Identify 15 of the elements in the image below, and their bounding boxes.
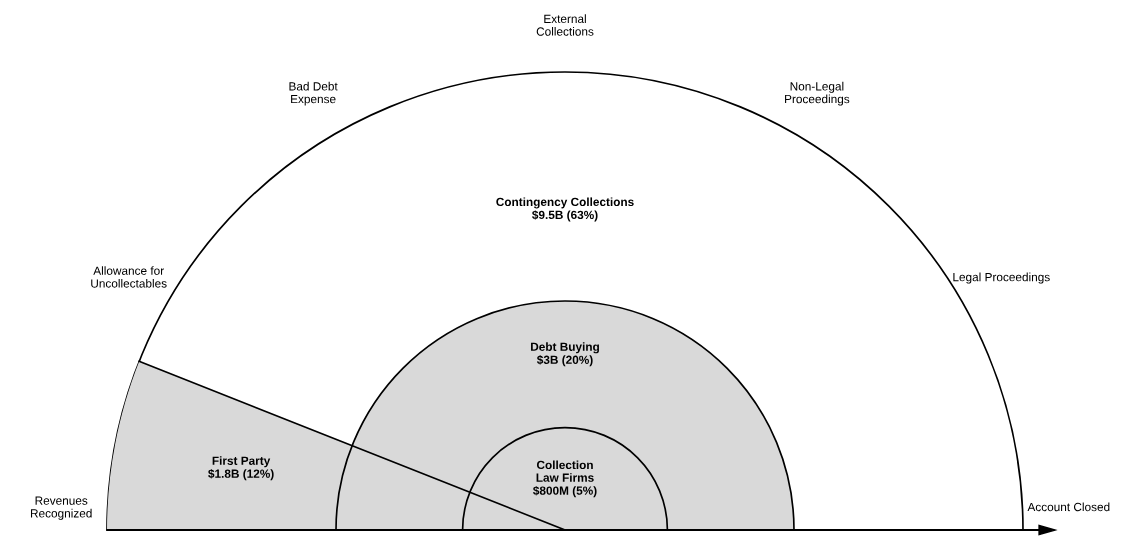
text: Account Closed (1027, 502, 1110, 512)
data-label: $800M (5%) (533, 485, 597, 498)
text: Revenues Recognized (31, 496, 92, 520)
category-label: Collection Law Firms (536, 460, 594, 482)
text: Non-Legal Proceedings (785, 81, 850, 106)
data-label: $3B (20%) (536, 355, 593, 367)
text: Legal Proceedings (953, 272, 1050, 284)
text: Allowance for Uncollectables (91, 266, 167, 288)
category-label: Debt Buying (531, 342, 599, 354)
category-label: Contingency Collections (496, 197, 634, 209)
text: Bad Debt Expense (289, 81, 338, 106)
category-label: First Party (212, 456, 271, 468)
data-label: $1.8B (12%) (208, 468, 274, 481)
data-label: $9.5B (63%) (532, 210, 598, 222)
text: External Collections (536, 14, 594, 36)
